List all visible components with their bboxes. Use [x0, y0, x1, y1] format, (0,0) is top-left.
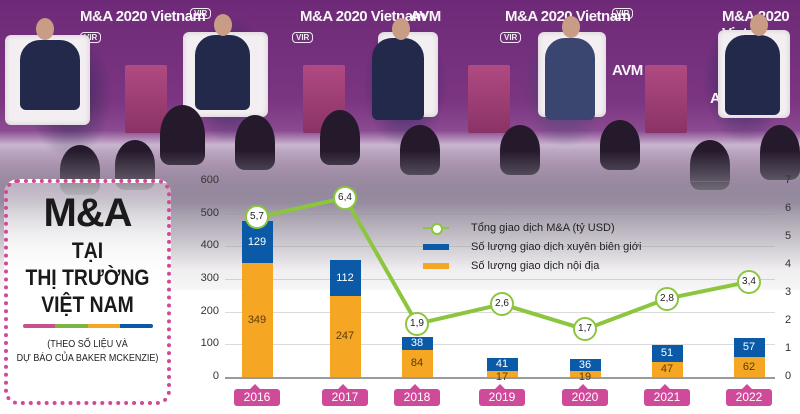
- crossborder-segment: 41: [486, 358, 518, 372]
- right-axis-tick: 1: [785, 342, 792, 354]
- stacked-bar-2022: 57 62: [733, 338, 765, 377]
- crossborder-segment: 38: [401, 337, 433, 350]
- legend-item-crossborder: Số lượng giao dịch xuyên biên giới: [423, 237, 641, 256]
- panelist-head: [562, 16, 580, 38]
- stacked-bar-2020: 36 19: [569, 359, 601, 383]
- line-marker-icon: [423, 222, 449, 235]
- year-tag-2017: 2017: [322, 384, 368, 406]
- panelist: [20, 40, 80, 110]
- left-axis-tick: 0: [212, 370, 219, 382]
- panelist: [725, 35, 780, 115]
- panelist-head: [750, 14, 768, 36]
- orange-swatch-icon: [423, 262, 449, 269]
- total-value-marker-2017: 6,4: [333, 185, 357, 210]
- signage-logo: AVM: [612, 62, 643, 79]
- panelist: [195, 35, 250, 110]
- gridline: [225, 246, 775, 248]
- title-main: M&A: [43, 191, 132, 235]
- domestic-segment: 47: [651, 361, 683, 377]
- right-axis-tick: 4: [785, 258, 792, 270]
- domestic-segment: 62: [733, 356, 765, 377]
- left-axis-tick: 600: [200, 174, 219, 186]
- title-box: M&A TẠI THỊ TRƯỜNG VIỆT NAM (THEO SỐ LIỆ…: [4, 179, 171, 405]
- legend-item-domestic: Số lượng giao dịch nội địa: [423, 256, 641, 275]
- left-axis-tick: 500: [200, 206, 219, 219]
- total-value-marker-2019: 2,6: [490, 292, 514, 317]
- x-axis-baseline: [225, 377, 775, 379]
- right-axis-tick: 7: [785, 174, 792, 186]
- total-value-marker-2016: 5,7: [245, 205, 269, 230]
- title-line-2: THỊ TRƯỜNG: [25, 265, 150, 290]
- year-tag-2022: 2022: [726, 384, 772, 406]
- legend-label: Số lượng giao dịch nội địa: [471, 259, 600, 272]
- right-axis-tick: 6: [785, 202, 792, 214]
- year-tag-2016: 2016: [234, 384, 280, 406]
- domestic-segment: 84: [401, 349, 433, 377]
- ma-chart: 0 100 200 300 400 500 600 0 1 2 3 4 5 6 7 129 349 112 247…: [195, 170, 800, 414]
- stacked-bar-2016: 129 349: [241, 220, 273, 377]
- podium: [468, 65, 510, 133]
- title-line-1: TẠI: [71, 238, 104, 263]
- source-line-2: DỰ BÁO CỦA BAKER MCKENZIE): [16, 353, 159, 364]
- blue-swatch-icon: [423, 243, 449, 250]
- stacked-bar-2017: 112 247: [329, 259, 361, 377]
- source-line-1: (THEO SỐ LIỆU VÀ: [47, 339, 128, 350]
- left-axis-tick: 100: [200, 337, 219, 350]
- left-axis-tick: 300: [200, 272, 219, 284]
- year-tag-2021: 2021: [644, 384, 690, 406]
- legend-item-total: Tổng giao dịch M&A (tỷ USD): [423, 218, 641, 237]
- crossborder-segment: 51: [651, 344, 683, 362]
- total-value-marker-2022: 3,4: [737, 269, 761, 294]
- gridline: [225, 279, 775, 280]
- legend-label: Số lượng giao dịch xuyên biên giới: [471, 240, 642, 253]
- domestic-segment: 17: [486, 371, 518, 383]
- gridline: [225, 181, 775, 182]
- total-value-marker-2018: 1,9: [405, 311, 429, 336]
- color-divider: [22, 324, 153, 328]
- crossborder-segment: 112: [329, 259, 361, 297]
- total-value-marker-2020: 1,7: [573, 317, 597, 342]
- signage-vir: VIR: [292, 32, 314, 43]
- year-tag-2019: 2019: [479, 384, 525, 406]
- right-axis-tick: 3: [785, 286, 792, 298]
- panelist-head: [36, 18, 54, 40]
- domestic-segment: 247: [329, 296, 361, 377]
- signage-logo: AVM: [410, 8, 441, 25]
- right-axis-tick: 0: [785, 370, 792, 382]
- total-value-marker-2021: 2,8: [655, 286, 679, 311]
- domestic-segment: 19: [569, 370, 601, 383]
- signage-logo: M&A 2020 Vietnam: [80, 8, 206, 25]
- signage-vir: VIR: [190, 8, 212, 19]
- left-axis-tick: 400: [200, 239, 219, 252]
- gridline: [225, 213, 775, 215]
- signage-vir: VIR: [612, 8, 634, 19]
- podium: [645, 65, 687, 133]
- stacked-bar-2018: 38 84: [401, 337, 433, 377]
- right-axis-tick: 2: [785, 314, 792, 326]
- crossborder-segment: 36: [569, 359, 601, 371]
- panelist: [545, 38, 595, 120]
- stacked-bar-2021: 51 47: [651, 344, 683, 377]
- right-axis-tick: 5: [785, 230, 792, 242]
- podium: [125, 65, 167, 133]
- gridline: [225, 344, 775, 346]
- year-tag-2018: 2018: [394, 384, 440, 406]
- domestic-segment: 349: [241, 262, 273, 377]
- title-line-3: VIỆT NAM: [41, 292, 134, 317]
- year-tag-2020: 2020: [562, 384, 608, 406]
- panelist: [372, 38, 424, 120]
- crossborder-segment: 57: [733, 338, 765, 357]
- signage-vir: VIR: [500, 32, 522, 43]
- stacked-bar-2019: 4117: [486, 358, 518, 383]
- panelist-head: [392, 18, 410, 40]
- left-axis-tick: 200: [200, 304, 219, 317]
- legend-label: Tổng giao dịch M&A (tỷ USD): [471, 221, 615, 234]
- panelist-head: [214, 14, 232, 36]
- legend: Tổng giao dịch M&A (tỷ USD) Số lượng gia…: [423, 218, 641, 275]
